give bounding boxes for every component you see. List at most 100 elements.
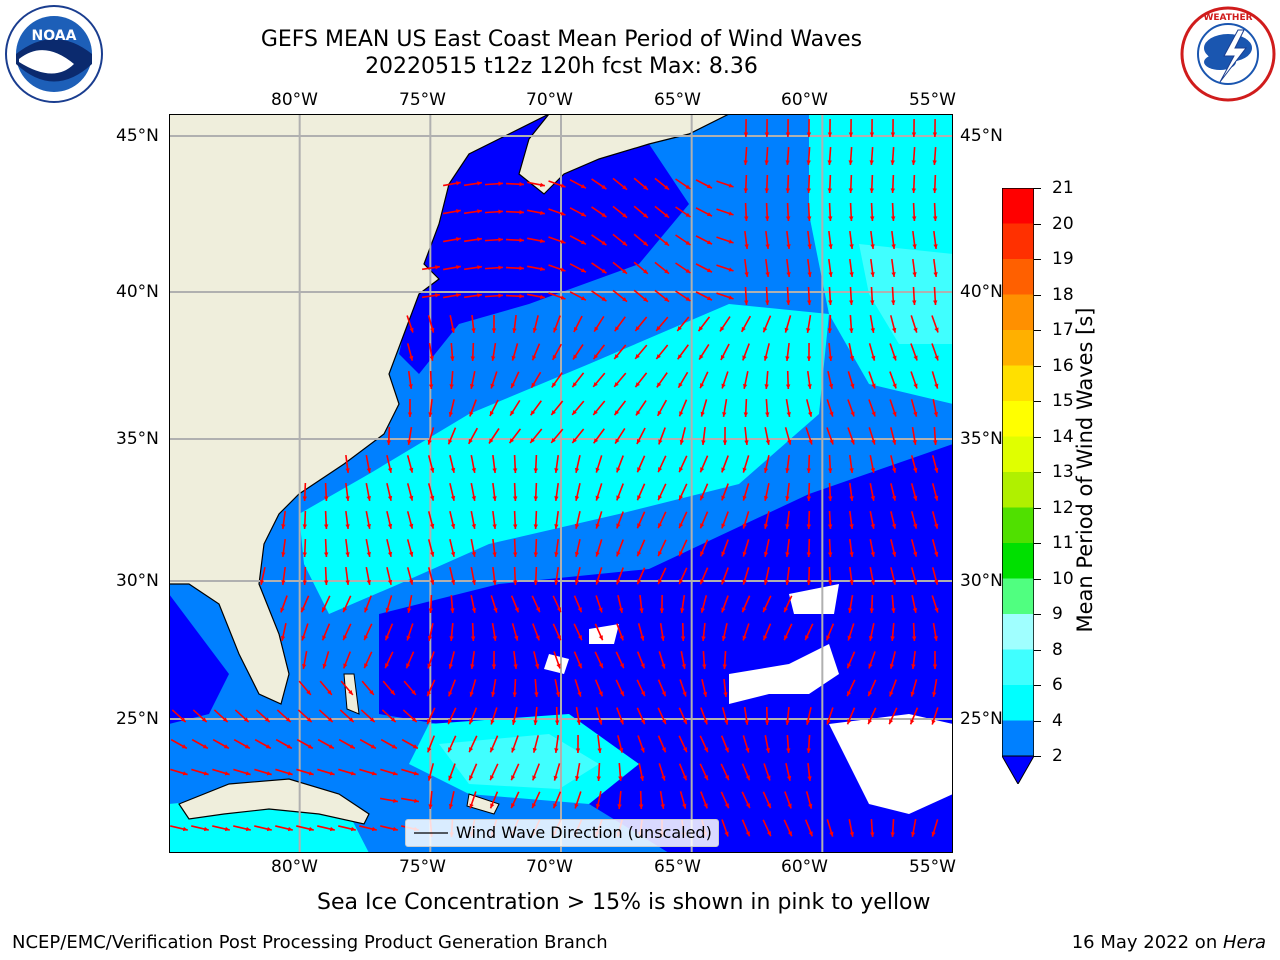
lat-label-right: 30°N xyxy=(960,571,1003,591)
wind-arrow xyxy=(365,567,371,585)
wind-arrow xyxy=(511,707,518,725)
lon-label-bottom: 70°W xyxy=(526,857,573,877)
wind-arrow xyxy=(890,455,897,473)
wind-arrow xyxy=(275,768,293,776)
wind-arrow xyxy=(654,261,670,275)
wind-arrow xyxy=(701,426,706,446)
wind-arrow xyxy=(447,427,457,445)
wind-arrow xyxy=(932,678,938,698)
wind-arrow xyxy=(764,146,769,166)
wind-arrow xyxy=(638,763,645,781)
wind-arrow xyxy=(615,679,625,697)
wind-arrow xyxy=(849,510,854,530)
wind-arrow xyxy=(828,230,833,250)
wind-arrow xyxy=(338,768,356,776)
wind-arrow xyxy=(744,286,749,306)
wind-arrow xyxy=(569,263,587,273)
wind-arrow xyxy=(427,539,435,557)
wind-arrow xyxy=(783,819,793,837)
wind-arrow xyxy=(447,707,457,725)
wind-arrow xyxy=(381,709,397,723)
wind-arrow xyxy=(617,790,622,810)
wind-arrow xyxy=(386,511,393,529)
wind-arrow xyxy=(470,650,476,670)
wind-arrow xyxy=(639,594,644,614)
wind-arrow xyxy=(591,234,607,246)
wind-arrow xyxy=(386,539,393,557)
wind-arrow xyxy=(675,262,691,274)
wind-arrow xyxy=(342,651,352,669)
wind-arrow xyxy=(533,538,538,558)
wind-arrow xyxy=(932,146,937,166)
sea-ice-note: Sea Ice Concentration > 15% is shown in … xyxy=(317,890,931,915)
wind-arrow xyxy=(932,118,938,138)
wind-arrow xyxy=(554,679,561,697)
wind-arrow xyxy=(721,371,729,389)
wind-arrow xyxy=(365,511,371,529)
wind-arrow xyxy=(785,174,790,194)
wind-arrow xyxy=(846,651,856,669)
wind-arrow xyxy=(617,595,624,613)
wind-arrow xyxy=(807,230,812,250)
wind-arrow xyxy=(695,291,713,301)
wind-arrow xyxy=(633,289,649,303)
wind-arrow xyxy=(469,791,477,809)
wind-arrow xyxy=(695,235,713,245)
wind-arrow xyxy=(614,427,626,445)
wind-arrow xyxy=(911,118,917,138)
colorbar-label: Mean Period of Wind Waves [s] xyxy=(1073,307,1097,633)
wind-arrow xyxy=(553,315,561,333)
wind-arrow xyxy=(553,651,561,669)
wind-arrow xyxy=(617,735,624,753)
wind-arrow xyxy=(318,709,334,723)
wind-arrow xyxy=(449,567,456,585)
wind-arrow xyxy=(380,825,398,832)
legend-label: Wind Wave Direction (unscaled) xyxy=(456,823,712,842)
lat-label-right: 45°N xyxy=(960,126,1003,146)
wind-arrow xyxy=(868,651,876,669)
wind-arrow xyxy=(869,146,874,166)
wind-arrow xyxy=(532,735,540,753)
colorbar-tick-label: 2 xyxy=(1052,746,1063,766)
wind-arrow xyxy=(512,678,517,698)
wind-arrow xyxy=(721,819,729,837)
wind-arrow xyxy=(449,511,456,529)
wind-arrow xyxy=(613,344,627,360)
wind-arrow xyxy=(463,293,483,299)
wind-arrow xyxy=(716,236,734,244)
wind-arrow xyxy=(254,738,272,750)
wind-arrow xyxy=(636,707,646,725)
wind-arrow xyxy=(742,455,750,473)
wind-arrow xyxy=(255,709,271,723)
chart-subtitle: 20220515 t12z 120h fcst Max: 8.36 xyxy=(365,54,758,79)
wind-arrow xyxy=(828,258,833,278)
wind-arrow xyxy=(678,707,688,725)
wind-arrow xyxy=(931,455,939,473)
wind-arrow xyxy=(615,651,625,669)
wind-arrow xyxy=(891,230,896,250)
nws-logo: WEATHER xyxy=(1180,6,1276,102)
chart-title: GEFS MEAN US East Coast Mean Period of W… xyxy=(260,27,863,52)
wind-arrow xyxy=(382,680,396,696)
wind-arrow xyxy=(463,181,483,187)
wind-arrow xyxy=(280,595,288,613)
wind-arrow xyxy=(634,316,648,332)
wind-arrow xyxy=(637,623,645,641)
wind-arrow xyxy=(828,538,833,558)
wind-arrow xyxy=(406,315,414,333)
wind-arrow xyxy=(470,483,476,501)
wind-arrow xyxy=(763,511,770,529)
wind-arrow xyxy=(889,399,897,417)
wind-arrow xyxy=(298,680,312,696)
wind-arrow xyxy=(233,768,251,776)
wind-arrow xyxy=(595,791,602,809)
wind-arrow xyxy=(744,258,749,278)
wind-arrow xyxy=(849,230,854,250)
wind-arrow xyxy=(699,455,709,473)
wind-arrow xyxy=(891,594,896,614)
wind-arrow xyxy=(654,205,670,219)
wind-arrow xyxy=(569,291,587,301)
wind-arrow xyxy=(890,174,895,194)
wind-arrow xyxy=(365,455,371,473)
wind-arrow xyxy=(554,454,560,474)
